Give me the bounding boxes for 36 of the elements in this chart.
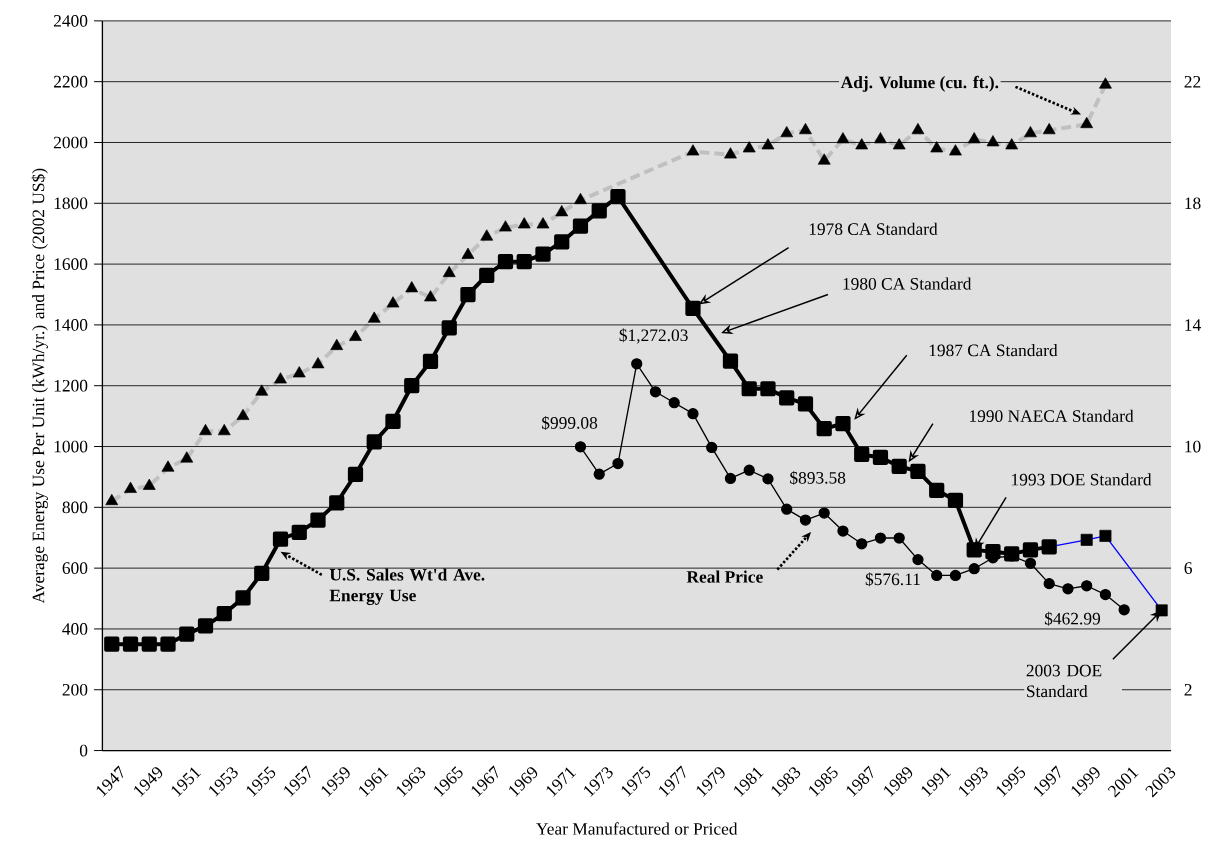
y2-tick-label: 10: [1185, 440, 1201, 453]
y2-tick-label: 14: [1185, 319, 1201, 331]
annotation: 2003 DOE Standard: [1026, 664, 1102, 698]
x-axis-title: Year Manufactured or Priced: [536, 822, 738, 835]
data-label: $576.11: [865, 572, 920, 587]
y-tick-label: 2000: [53, 136, 88, 149]
annotation: U.S. Sales Wt'd Ave. Energy Use: [329, 568, 485, 606]
y2-tick-label: 18: [1185, 197, 1201, 210]
y-tick-label: 800: [62, 501, 88, 514]
data-label: $999.08: [542, 416, 598, 431]
data-label: $462.99: [1044, 612, 1101, 626]
x-tick-label: 1981: [734, 767, 764, 798]
annotation: 1980 CA Standard: [843, 277, 972, 290]
annotation: Real Price: [686, 570, 763, 583]
y-axis-title: Average Energy Use Per Unit (kWh/yr.) and Price (2002 US$): [31, 168, 48, 604]
y-tick-label: 2200: [53, 76, 88, 88]
annotation: 1987 CA Standard: [929, 344, 1058, 357]
y2-tick-label: 6: [1184, 562, 1192, 575]
annotation: 1993 DOE Standard: [1012, 473, 1152, 486]
annotation: 1978 CA Standard: [809, 222, 938, 236]
y-tick-label: 200: [62, 684, 88, 696]
y2-tick-label: 2: [1184, 684, 1192, 696]
y-tick-label: 1600: [54, 258, 88, 271]
y-tick-label: 400: [62, 623, 88, 636]
data-label: $893.58: [790, 471, 846, 486]
data-label: $1,272.03: [619, 328, 688, 344]
annotation: Adj. Volume (cu. ft.).: [840, 76, 999, 92]
y-tick-label: 1400: [54, 319, 88, 332]
annotation: 1990 NAECA Standard: [969, 409, 1134, 423]
y-tick-label: 600: [62, 562, 88, 575]
y-tick-label: 1800: [54, 197, 88, 210]
y-tick-label: 1200: [54, 380, 88, 392]
y-tick-label: 1000: [54, 440, 88, 453]
y2-tick-label: 22: [1184, 76, 1201, 88]
y-tick-label: 0: [79, 744, 88, 757]
y-tick-label: 2400: [53, 15, 88, 27]
